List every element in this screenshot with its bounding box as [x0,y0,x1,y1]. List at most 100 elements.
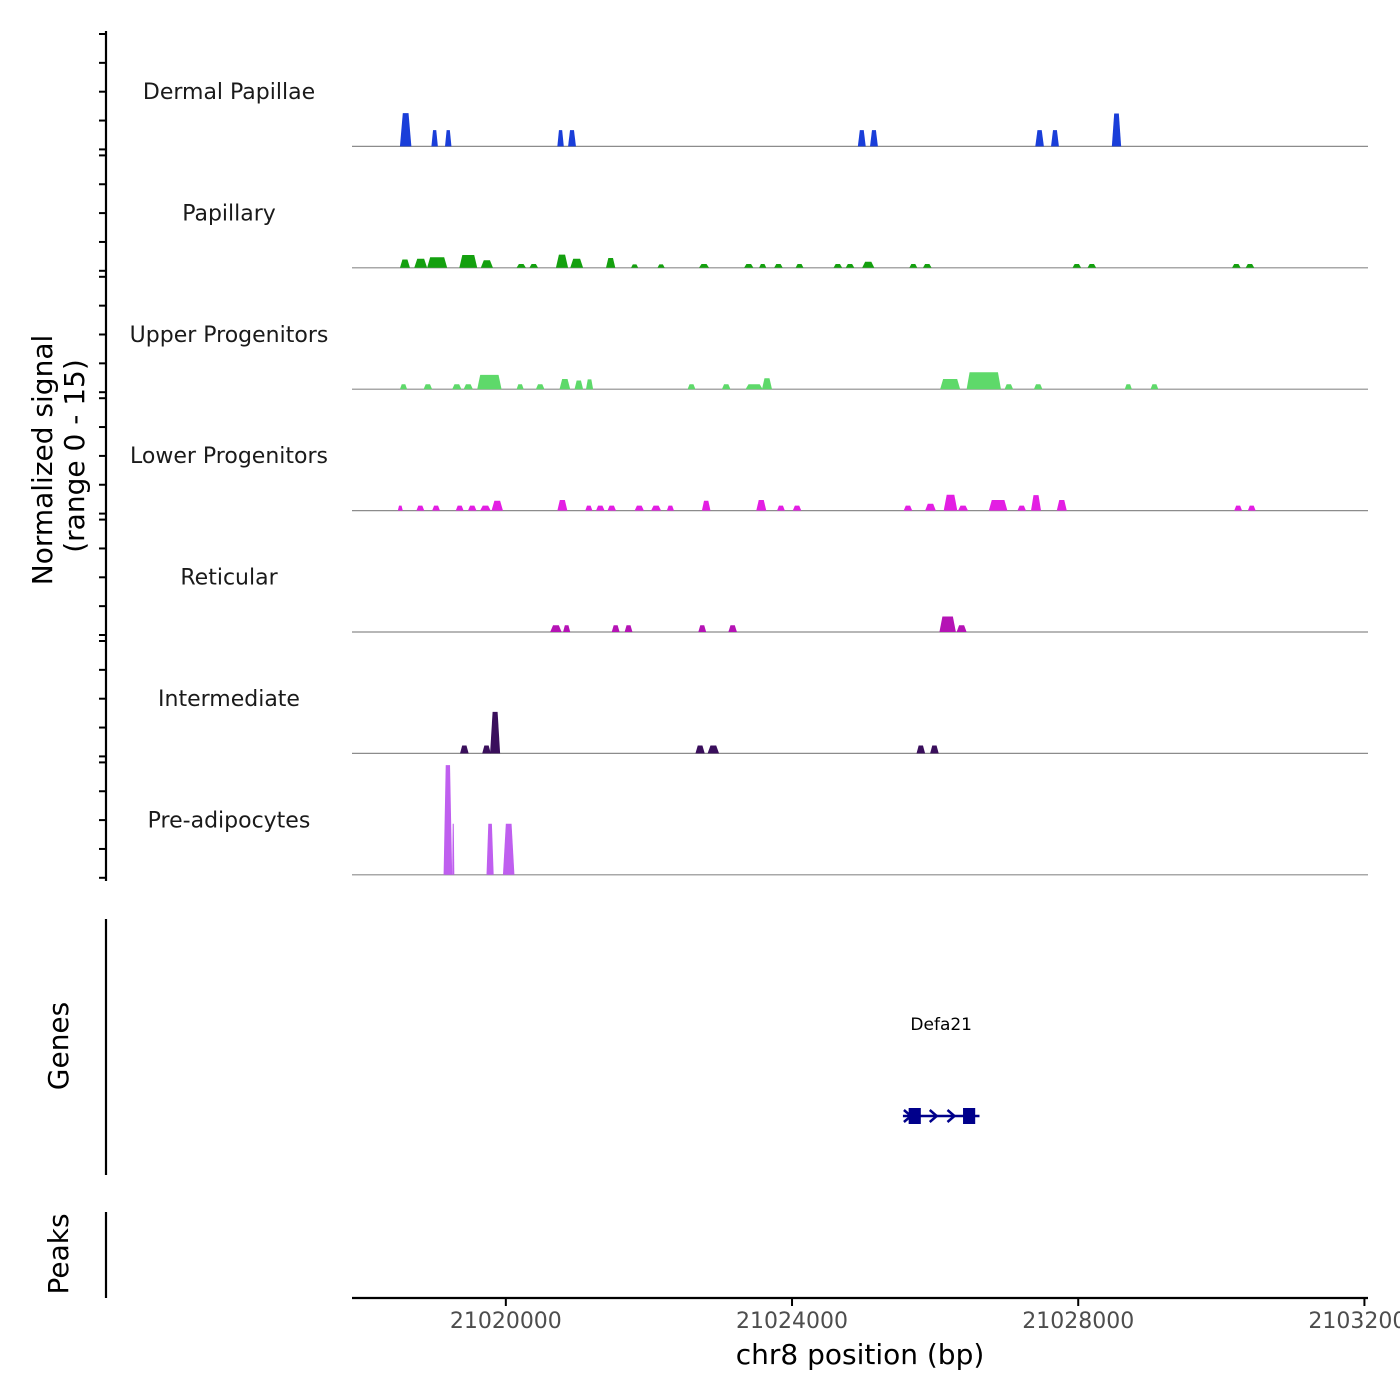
genes-layer: Defa21 [902,1015,980,1124]
signal-peak [870,130,878,147]
signal-peak [1150,384,1159,390]
signal-peak [452,384,462,390]
signal-peak [745,384,763,390]
signal-peak [563,625,571,632]
signal-peak [535,384,545,390]
signal-peak [482,745,491,754]
signal-peak [916,745,926,754]
track-label: Intermediate [158,687,300,712]
signal-peak [427,257,448,268]
track-upper-progenitors: Upper Progenitors [130,323,1368,390]
signal-peak [1234,505,1243,511]
signal-peak [1232,264,1241,268]
track-label: Lower Progenitors [130,444,328,469]
signal-peak [930,745,939,754]
signal-peak [423,384,433,390]
signal-peak [761,378,772,390]
x-axis-title: chr8 position (bp) [736,1338,985,1371]
signal-peak [1017,505,1026,511]
signal-peak [666,505,674,511]
signal-peak [607,505,617,511]
signal-peak [651,505,662,511]
signal-peak [695,745,705,754]
track-label: Pre-adipocytes [148,808,311,833]
signal-peak [455,505,464,511]
signal-peak [925,503,936,511]
signal-peak [399,113,412,147]
signal-peak [555,254,569,268]
signal-peak [399,384,408,390]
signal-peak [463,384,473,390]
signal-peak [397,505,403,511]
gene-exon [908,1108,921,1124]
signal-peak [399,259,410,268]
signal-peak [516,384,524,390]
signal-peak [480,260,493,268]
track-reticular: Reticular [180,566,1368,633]
signal-peak [1247,505,1256,511]
tracks-layer: Dermal Papillae Papillary Upper Progenitor… [99,33,1368,879]
signal-peak [1111,113,1122,147]
track-label: Upper Progenitors [130,323,329,348]
track-pre-adipocytes: Pre-adipocytes [148,765,1368,876]
signal-peak [792,505,802,511]
signal-peak [1031,495,1042,511]
signal-peak [490,711,501,754]
signal-peak [445,130,452,147]
signal-peak [431,130,438,147]
signal-peak [631,264,639,268]
track-lower-progenitors: Lower Progenitors [130,444,1368,512]
signal-peak [570,258,584,268]
signal-peak [611,625,620,632]
signal-peak [1035,130,1044,147]
signal-peak [940,378,961,390]
signal-peak [416,505,425,511]
signal-peak [698,625,707,632]
signal-peak [414,258,428,268]
signal-peak [707,745,720,754]
signal-peak [452,823,455,875]
signal-peak [777,505,785,511]
signal-peak [956,625,967,632]
signal-peak [432,505,441,511]
signal-peak [1087,264,1097,268]
signal-peak [460,745,469,754]
x-tick-label: 21020000 [450,1309,562,1334]
x-tick-label: 21028000 [1022,1309,1134,1334]
track-intermediate: Intermediate [158,687,1368,755]
gene-exon [963,1108,976,1124]
track-papillary: Papillary [182,201,1368,269]
signal-peak [529,264,539,268]
signal-peak [909,264,918,268]
signal-peak [585,505,593,511]
signal-peak [1033,384,1043,390]
signal-peak [634,505,644,511]
signal-peak [759,264,767,268]
signal-peak [756,500,767,511]
track-label: Dermal Papillae [143,80,315,105]
x-tick-label: 21024000 [736,1309,848,1334]
signal-peak [774,264,783,268]
strand-arrow-icon [928,1109,939,1123]
x-ticks-layer: 21020000 21024000 21028000 21032000 [450,1298,1400,1334]
signal-peak [795,264,804,268]
signal-peak [559,378,571,390]
signal-peak [943,494,958,511]
signal-peak [699,264,710,268]
signal-peak [833,264,843,268]
genes-panel-label: Genes [42,1002,75,1090]
signal-peak [958,505,969,511]
strand-arrow-icon [946,1109,957,1123]
signal-peak [701,500,711,511]
signal-peak [624,625,633,632]
signal-peak [459,254,478,268]
signal-peak [1051,130,1059,147]
track-dermal-papillae: Dermal Papillae [143,80,1368,147]
signal-peak [606,257,616,268]
signal-peak [574,380,584,390]
track-label: Papillary [182,201,276,226]
signal-peak [568,130,576,147]
signal-peak [480,505,491,511]
signal-peak [903,505,913,511]
